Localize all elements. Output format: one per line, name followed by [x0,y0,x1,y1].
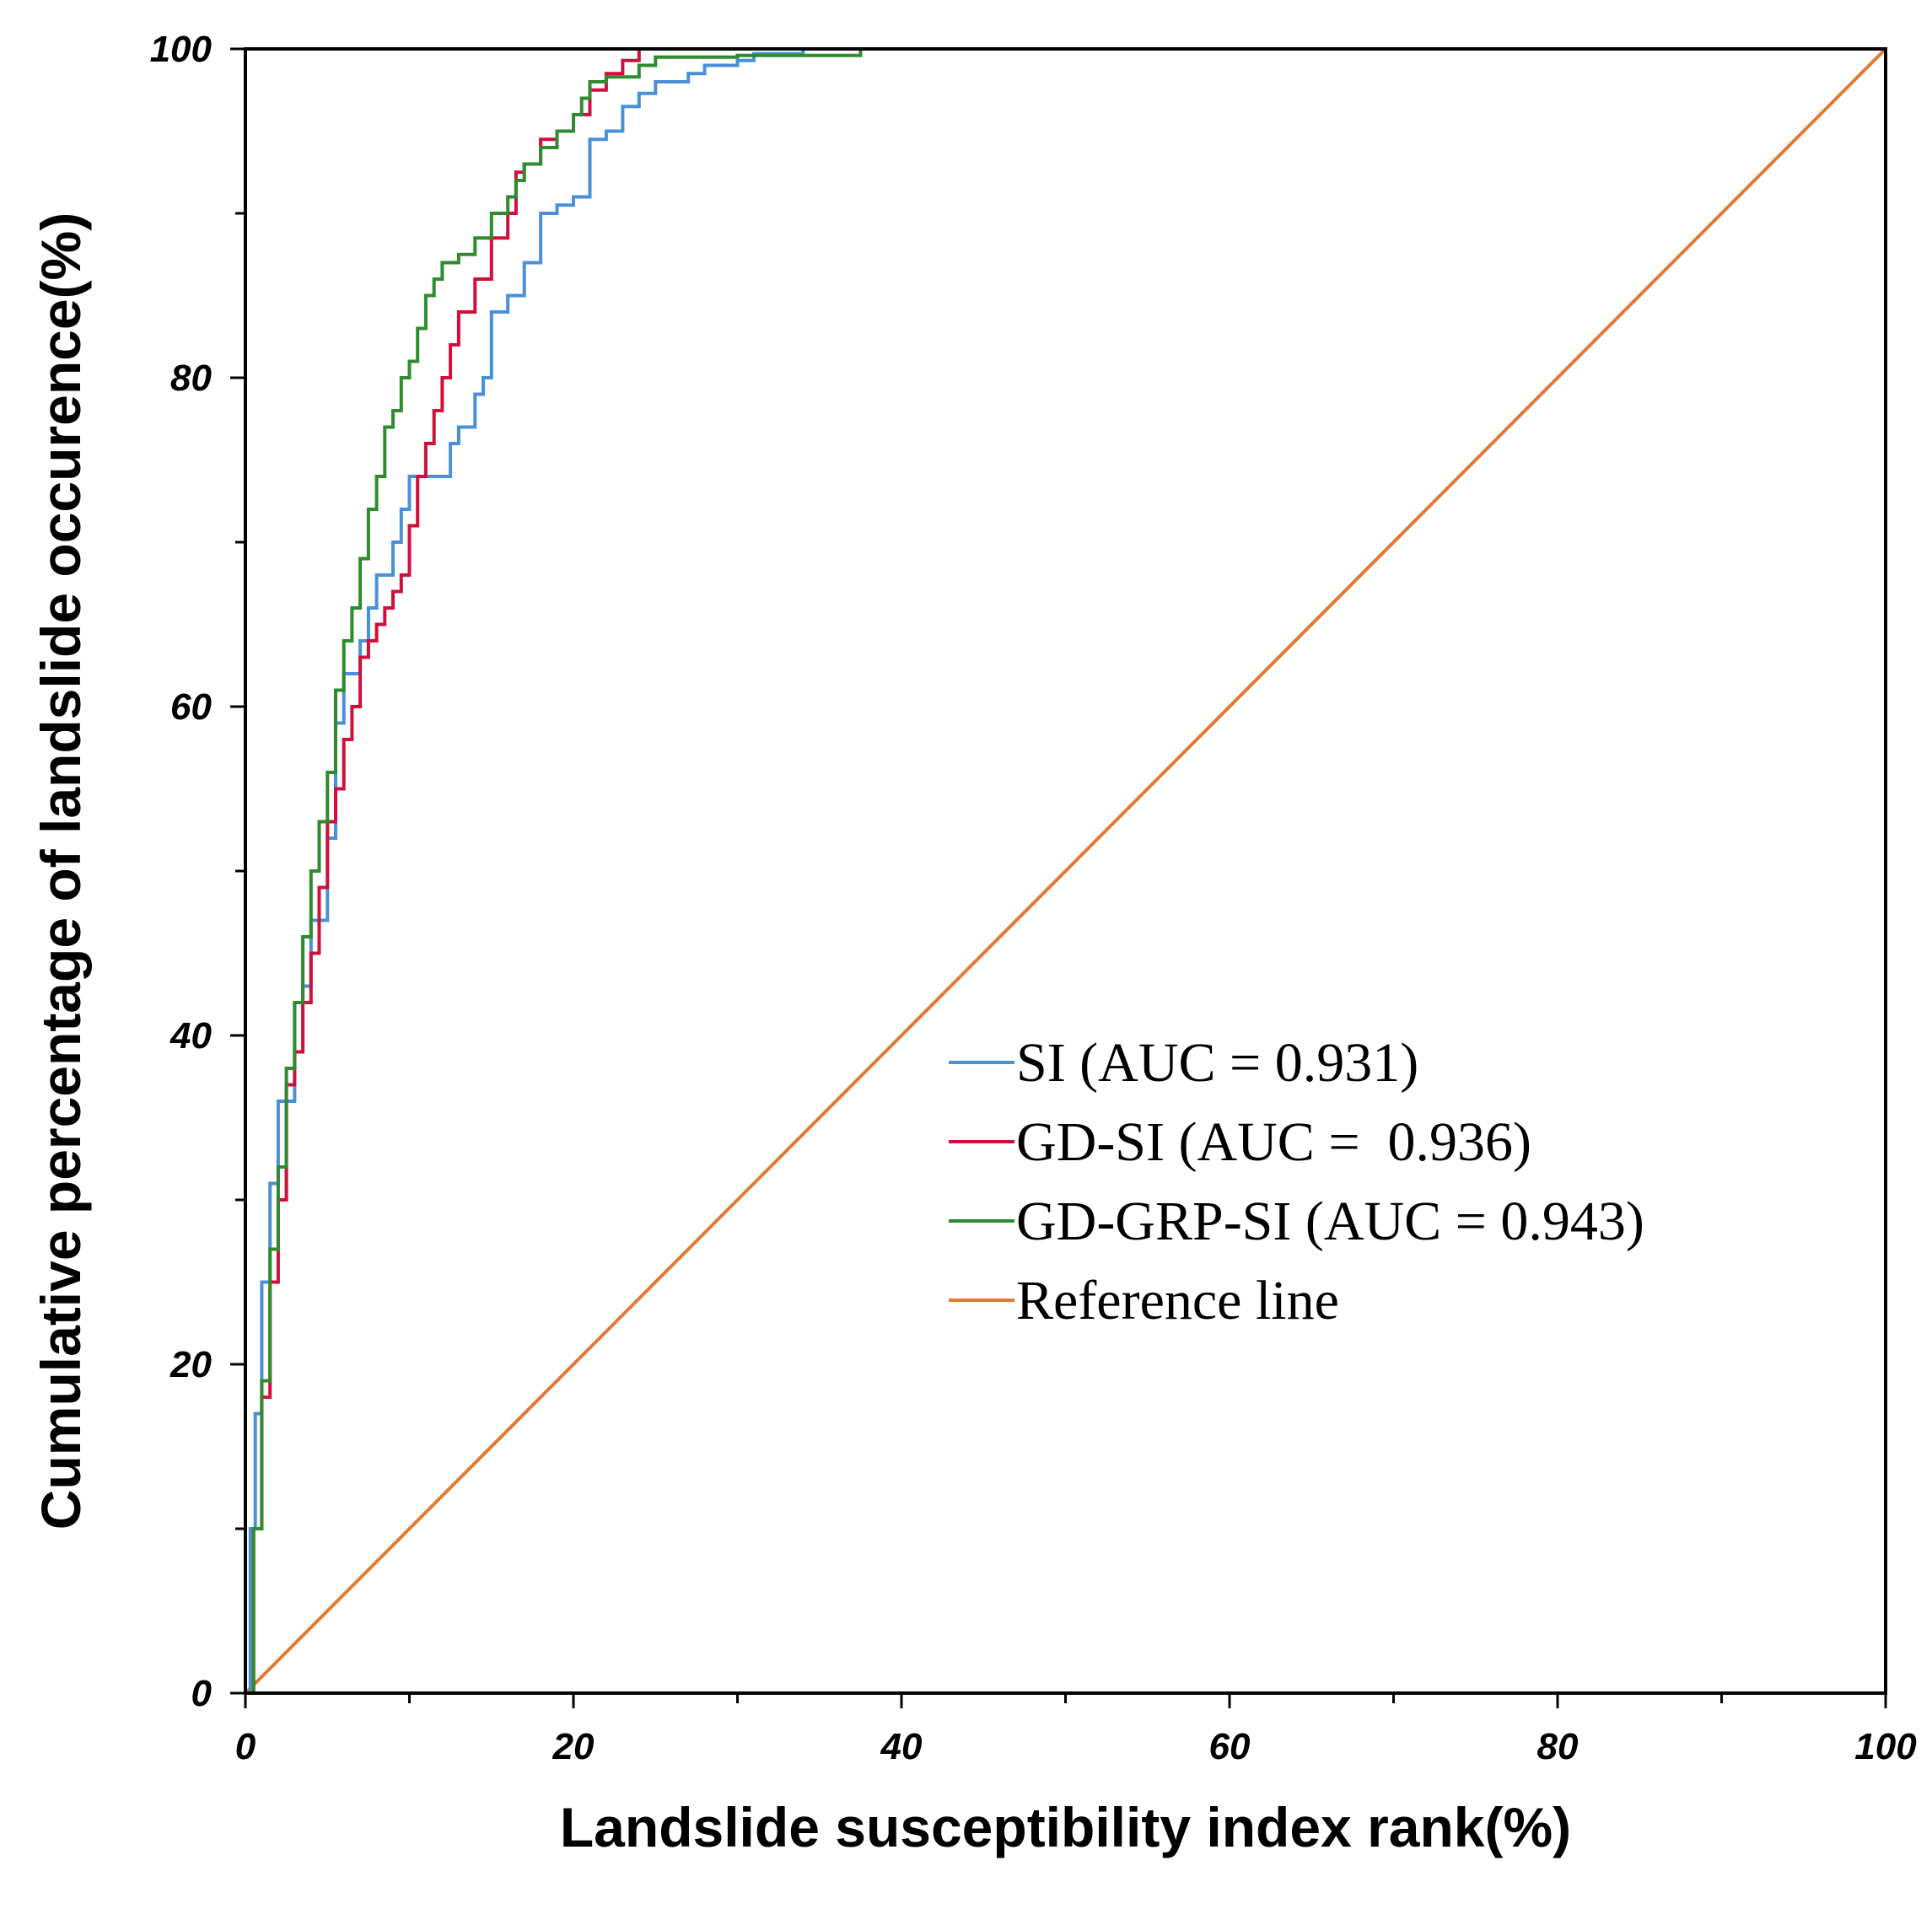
x-tick-label: 100 [1854,1726,1917,1767]
x-tick-label: 20 [552,1726,595,1767]
y-tick-label: 20 [170,1344,212,1385]
x-tick-label: 80 [1537,1726,1579,1767]
series-line-3 [244,47,1887,1695]
y-tick-label: 40 [170,1015,212,1057]
legend-label: GD-SI (AUC = 0.936) [1016,1111,1531,1173]
y-tick-label: 100 [150,29,213,70]
legend-label: Reference line [1016,1270,1339,1331]
y-axis-title: Cumulative percentage of landslide occur… [30,212,92,1530]
y-tick-label: 80 [170,358,212,399]
legend: SI (AUC = 0.931) GD-SI (AUC = 0.936) GD-GR… [949,1032,1644,1331]
series-line-2 [245,49,863,1695]
legend-label: GD-GRP-SI (AUC = 0.943) [1016,1191,1644,1252]
x-axis-title: Landslide susceptibility index rank(%) [560,1796,1571,1858]
tick-layer: 0 20 40 60 80 100 0 20 40 60 80 100 [150,29,1918,1767]
x-tick-label: 0 [235,1726,256,1767]
y-tick-label: 0 [191,1673,213,1714]
y-tick-label: 60 [170,686,212,728]
x-tick-label: 40 [880,1726,923,1767]
legend-label: SI (AUC = 0.931) [1016,1032,1418,1094]
x-tick-label: 60 [1209,1726,1251,1767]
series-layer [244,47,1887,1695]
